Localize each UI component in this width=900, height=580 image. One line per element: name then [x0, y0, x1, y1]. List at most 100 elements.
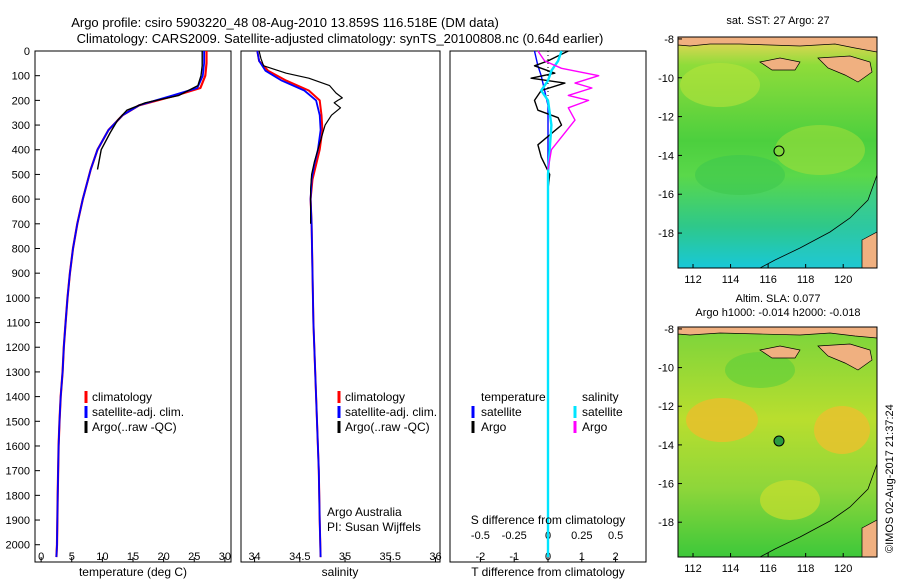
- x-tick-label: 0: [38, 551, 44, 563]
- s-difference-axis-label: S difference from climatology: [471, 513, 626, 527]
- temperature-axis: 0 5 10 15 20 25 30: [38, 551, 231, 563]
- sst-float-marker: [773, 145, 785, 157]
- sla-map-subtitle: Argo h1000: -0.014 h2000: -0.018: [695, 307, 860, 319]
- depth-tick-label: 700: [12, 219, 30, 231]
- series-argo-raw-qc: [96, 51, 203, 170]
- lat-tick-label: -14: [658, 150, 674, 162]
- depth-tick-label: 1000: [6, 293, 30, 305]
- temperature-plot-frame: [34, 50, 232, 563]
- top-x-tick-label: 0.5: [608, 530, 623, 542]
- lat-tick-label: -18: [658, 517, 674, 529]
- temperature-legend: climatology satellite-adj. clim. Argo(..…: [84, 390, 184, 434]
- depth-tick-label: 0: [24, 46, 30, 58]
- x-tick-label: -1: [509, 551, 519, 563]
- sla-map-axes: -8 -10 -12 -14 -16 -18 112 114 116 118 120: [658, 324, 852, 575]
- depth-tick-label: 1500: [6, 416, 30, 428]
- sla-low-patch: [725, 352, 795, 388]
- legend-label-s-argo: Argo: [582, 420, 608, 434]
- x-tick-label: 2: [613, 551, 619, 563]
- sla-land-top: [678, 327, 877, 339]
- lat-tick-label: -12: [658, 112, 674, 124]
- x-tick-label: 35: [339, 551, 351, 563]
- legend-label-climatology: climatology: [345, 390, 405, 404]
- legend-label-argo: Argo(..raw -QC): [345, 420, 430, 434]
- x-tick-label: -2: [476, 551, 486, 563]
- imos-credit: ©IMOS 02-Aug-2017 21:37:24: [884, 404, 896, 553]
- sla-map-frame: [677, 326, 878, 558]
- legend-label-satellite: satellite-adj. clim.: [92, 405, 184, 419]
- x-tick-label: 35.5: [380, 551, 401, 563]
- series-salinity-satellite: [540, 50, 563, 558]
- sst-island-sumba: [759, 57, 801, 71]
- temperature-axis-label: temperature (deg C): [79, 565, 187, 579]
- depth-tick-label: 1600: [6, 441, 30, 453]
- x-tick-label: 10: [96, 551, 108, 563]
- lon-tick-label: 112: [684, 563, 702, 575]
- depth-tick-label: 1400: [6, 392, 30, 404]
- header-title: Argo profile: csiro 5903220_48 08-Aug-20…: [71, 15, 499, 30]
- sst-warm-patch: [775, 125, 865, 175]
- x-tick-label: 34.5: [289, 551, 310, 563]
- x-tick-label: 25: [188, 551, 200, 563]
- lon-tick-label: 118: [797, 563, 815, 575]
- legend-label-t-argo: Argo: [481, 420, 507, 434]
- sst-land-sw: [861, 231, 877, 268]
- sla-high-patch: [686, 398, 758, 442]
- lon-tick-label: 116: [759, 274, 777, 286]
- depth-tick-label: 500: [12, 169, 30, 181]
- depth-tick-label: 1700: [6, 466, 30, 478]
- salinity-axis: 34 34.5 35 35.5 36: [248, 551, 441, 563]
- legend-label-climatology: climatology: [92, 390, 152, 404]
- difference-series: [530, 50, 600, 558]
- sst-map-axes: -8 -10 -12 -14 -16 -18 112 114 116 118 120: [658, 34, 852, 286]
- sla-map: Altim. SLA: 0.077 Argo h1000: -0.014 h20…: [658, 293, 878, 575]
- x-tick-label: 15: [127, 551, 139, 563]
- depth-tick-label: 1100: [6, 318, 30, 330]
- top-x-tick-label: -0.5: [471, 530, 490, 542]
- depth-tick-label: 900: [12, 268, 30, 280]
- depth-tick-label: 2000: [6, 540, 30, 552]
- series-satellite-adj-clim: [55, 51, 206, 558]
- sst-map-frame: [677, 36, 878, 269]
- sst-map-title: sat. SST: 27 Argo: 27: [726, 15, 829, 27]
- temperature-series: [55, 51, 208, 558]
- salinity-legend: climatology satellite-adj. clim. Argo(..…: [337, 390, 437, 434]
- depth-axis: 0 100 200 300 400 500 600 700 800 900 1000 1100 1200…: [6, 46, 40, 552]
- lat-tick-label: -8: [664, 34, 674, 46]
- t-difference-axis-label: T difference from climatology: [471, 565, 625, 579]
- legend-label-t-satellite: satellite: [481, 405, 522, 419]
- difference-panel: -2 -1 0 1 2 -0.5 -0.25 0 0.25 0.5 temperature sa…: [449, 50, 647, 579]
- sla-map-title: Altim. SLA: 0.077: [736, 293, 821, 305]
- legend-heading-temperature: temperature: [481, 390, 546, 404]
- argo-australia-annotation: Argo Australia: [327, 505, 402, 519]
- series-temperature-satellite: [533, 50, 549, 558]
- difference-legend: temperature satellite Argo salinity sate…: [471, 390, 623, 434]
- depth-tick-label: 1300: [6, 367, 30, 379]
- sst-map: sat. SST: 27 Argo: 27 -8 -10 -12 -14 -16 -18 1…: [658, 15, 878, 286]
- lon-tick-label: 116: [759, 563, 777, 575]
- series-argo-raw-qc: [258, 50, 343, 224]
- top-x-tick-label: -0.25: [502, 530, 527, 542]
- lat-tick-label: -14: [658, 440, 674, 452]
- depth-tick-label: 1800: [6, 490, 30, 502]
- lon-tick-label: 118: [797, 274, 815, 286]
- top-x-tick-label: 0.25: [571, 530, 592, 542]
- sla-island-sumba: [759, 345, 801, 359]
- temperature-panel: 0100200300400500600700800900100011001200…: [6, 46, 232, 579]
- salinity-axis-label: salinity: [322, 565, 359, 579]
- lat-tick-label: -10: [658, 363, 674, 375]
- depth-tick-label: 200: [12, 95, 30, 107]
- sst-cool-patch: [695, 155, 785, 195]
- depth-tick-label: 400: [12, 145, 30, 157]
- legend-heading-salinity: salinity: [582, 390, 619, 404]
- sla-land-sw: [861, 519, 877, 557]
- legend-label-s-satellite: satellite: [582, 405, 623, 419]
- lon-tick-label: 120: [834, 563, 852, 575]
- series-climatology: [55, 51, 208, 558]
- salinity-plot-frame: [240, 50, 441, 563]
- depth-tick-label: 1900: [6, 515, 30, 527]
- depth-tick-label: 1200: [6, 342, 30, 354]
- legend-label-satellite: satellite-adj. clim.: [345, 405, 437, 419]
- sla-coastline: [759, 463, 877, 557]
